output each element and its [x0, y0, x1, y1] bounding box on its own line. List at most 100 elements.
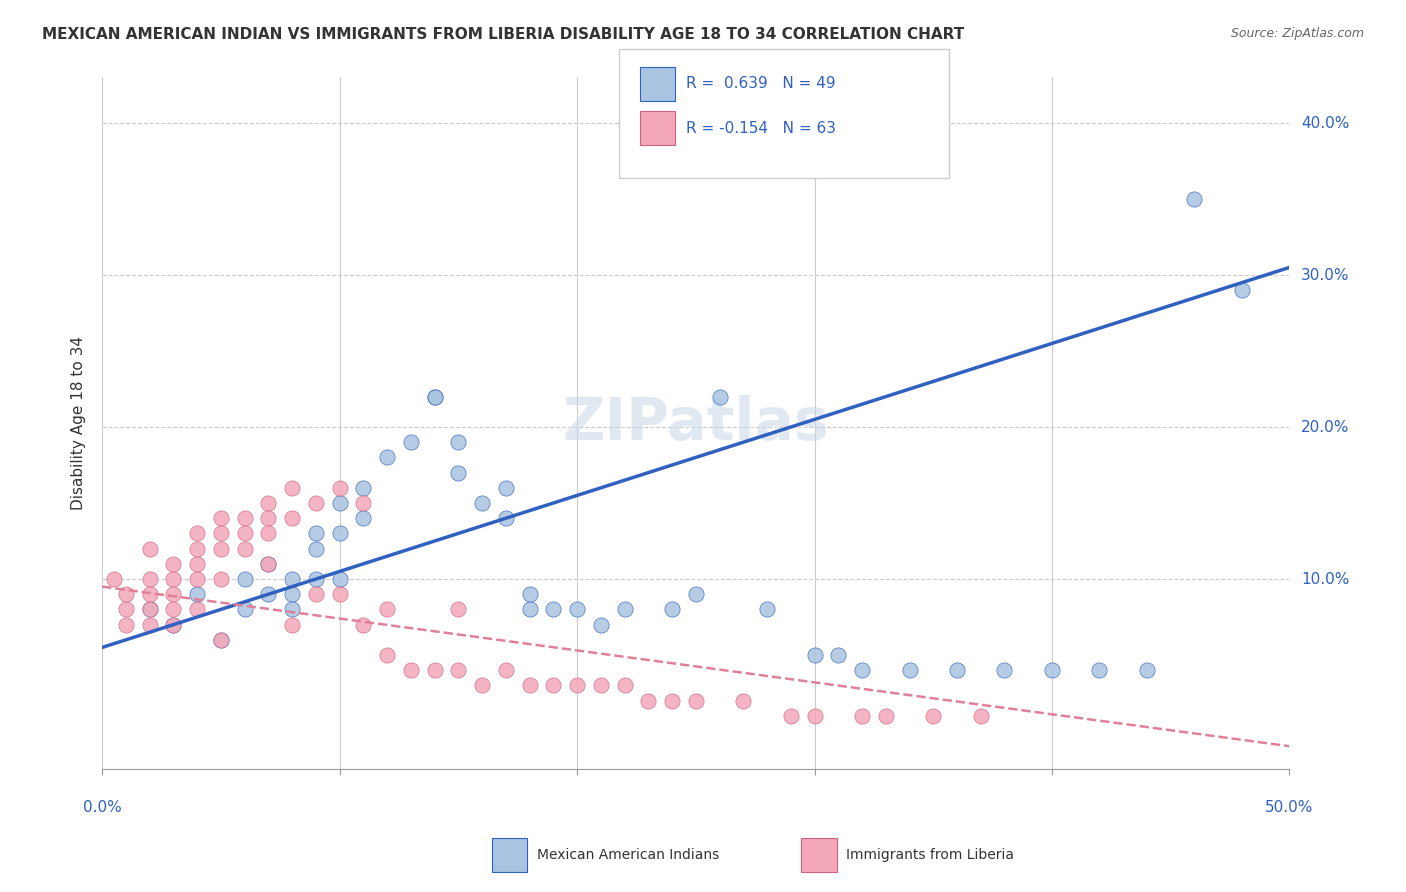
Point: [281, 572, 304, 586]
Point: [257, 587, 280, 601]
Point: [138, 617, 160, 632]
Point: [565, 602, 588, 616]
Point: [186, 526, 208, 541]
Point: [305, 496, 328, 510]
Point: [209, 526, 232, 541]
Point: [1088, 663, 1111, 677]
Point: [519, 678, 541, 692]
Point: [851, 663, 873, 677]
Point: [495, 663, 517, 677]
Point: [803, 648, 825, 662]
Point: [519, 587, 541, 601]
Point: [756, 602, 779, 616]
Point: [565, 678, 588, 692]
Point: [375, 602, 398, 616]
Point: [423, 390, 446, 404]
Text: Source: ZipAtlas.com: Source: ZipAtlas.com: [1230, 27, 1364, 40]
Point: [685, 587, 707, 601]
Point: [233, 511, 256, 525]
Point: [375, 450, 398, 465]
Point: [281, 617, 304, 632]
Point: [779, 708, 801, 723]
Point: [922, 708, 945, 723]
Point: [543, 602, 565, 616]
Point: [138, 572, 160, 586]
Point: [803, 708, 825, 723]
Text: 30.0%: 30.0%: [1302, 268, 1350, 283]
Point: [447, 602, 470, 616]
Point: [162, 617, 184, 632]
Point: [1136, 663, 1159, 677]
Point: [115, 587, 138, 601]
Point: [637, 693, 659, 707]
Point: [233, 526, 256, 541]
Point: [875, 708, 897, 723]
Point: [709, 390, 731, 404]
Point: [399, 435, 422, 450]
Point: [209, 541, 232, 556]
Text: R = -0.154   N = 63: R = -0.154 N = 63: [686, 121, 837, 136]
Point: [138, 587, 160, 601]
Point: [329, 587, 352, 601]
Point: [685, 693, 707, 707]
Point: [138, 541, 160, 556]
Text: R =  0.639   N = 49: R = 0.639 N = 49: [686, 77, 835, 91]
Point: [1230, 283, 1253, 297]
Point: [375, 648, 398, 662]
Point: [233, 602, 256, 616]
Point: [115, 617, 138, 632]
Text: 20.0%: 20.0%: [1302, 419, 1350, 434]
Point: [162, 587, 184, 601]
Point: [138, 602, 160, 616]
Point: [257, 511, 280, 525]
Y-axis label: Disability Age 18 to 34: Disability Age 18 to 34: [72, 336, 86, 510]
Point: [329, 496, 352, 510]
Point: [495, 481, 517, 495]
Text: Immigrants from Liberia: Immigrants from Liberia: [846, 848, 1014, 863]
Point: [898, 663, 921, 677]
Point: [352, 511, 374, 525]
Point: [305, 541, 328, 556]
Text: 0.0%: 0.0%: [83, 799, 121, 814]
Point: [1184, 192, 1206, 206]
Point: [186, 572, 208, 586]
Point: [138, 602, 160, 616]
Point: [257, 526, 280, 541]
Point: [281, 511, 304, 525]
Point: [233, 572, 256, 586]
Point: [423, 390, 446, 404]
Text: Mexican American Indians: Mexican American Indians: [537, 848, 720, 863]
Text: 10.0%: 10.0%: [1302, 572, 1350, 587]
Point: [352, 481, 374, 495]
Point: [115, 602, 138, 616]
Point: [162, 617, 184, 632]
Point: [305, 587, 328, 601]
Point: [471, 678, 494, 692]
Text: 50.0%: 50.0%: [1265, 799, 1313, 814]
Point: [162, 557, 184, 571]
Point: [946, 663, 969, 677]
Point: [281, 587, 304, 601]
Point: [827, 648, 849, 662]
Point: [661, 693, 683, 707]
Point: [186, 602, 208, 616]
Point: [1040, 663, 1063, 677]
Point: [519, 602, 541, 616]
Point: [257, 557, 280, 571]
Point: [613, 678, 636, 692]
Point: [352, 617, 374, 632]
Point: [329, 481, 352, 495]
Point: [103, 572, 125, 586]
Point: [495, 511, 517, 525]
Point: [661, 602, 683, 616]
Point: [233, 541, 256, 556]
Point: [186, 541, 208, 556]
Point: [209, 632, 232, 647]
Point: [186, 557, 208, 571]
Point: [447, 663, 470, 677]
Point: [209, 572, 232, 586]
Text: MEXICAN AMERICAN INDIAN VS IMMIGRANTS FROM LIBERIA DISABILITY AGE 18 TO 34 CORRE: MEXICAN AMERICAN INDIAN VS IMMIGRANTS FR…: [42, 27, 965, 42]
Point: [281, 481, 304, 495]
Text: ZIPatlas: ZIPatlas: [562, 395, 830, 451]
Point: [447, 435, 470, 450]
